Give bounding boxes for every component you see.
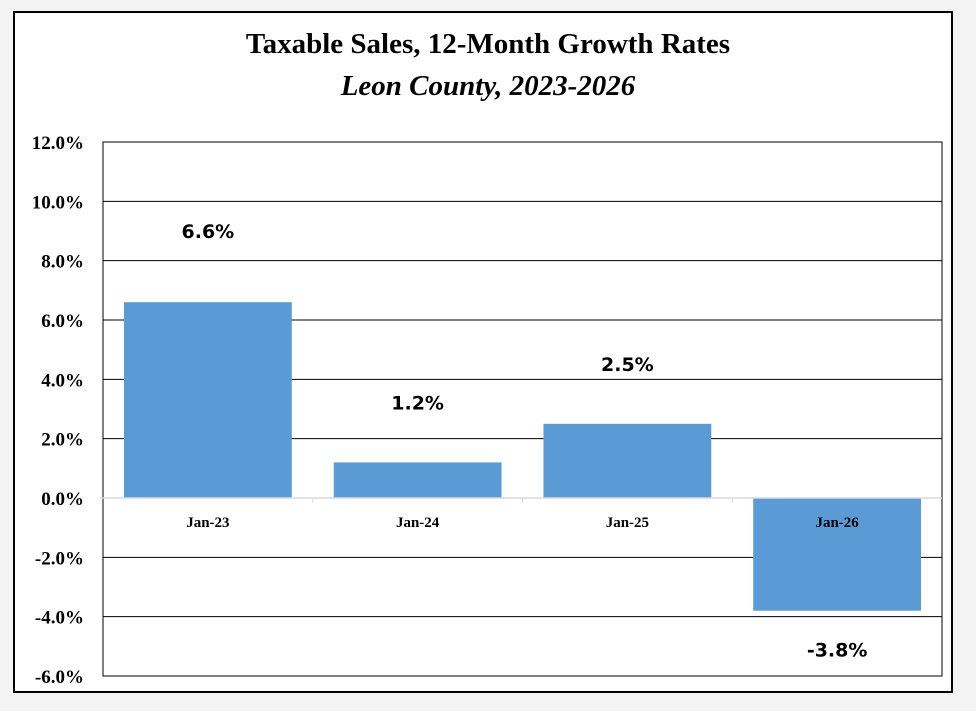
x-tick-label: Jan-26 bbox=[815, 515, 859, 531]
y-tick-label: 6.0% bbox=[41, 311, 84, 332]
x-tick-label: Jan-25 bbox=[606, 515, 649, 531]
data-label: -3.8% bbox=[807, 640, 868, 662]
bar bbox=[543, 423, 712, 498]
data-label: 2.5% bbox=[601, 354, 654, 376]
y-tick-label: 0.0% bbox=[41, 489, 84, 510]
bar bbox=[753, 498, 922, 611]
x-tick-label: Jan-24 bbox=[396, 515, 440, 531]
data-label: 1.2% bbox=[391, 392, 444, 414]
chart-title: Taxable Sales, 12-Month Growth Rates bbox=[245, 28, 731, 60]
bar bbox=[123, 302, 292, 498]
y-tick-label: 2.0% bbox=[41, 430, 84, 451]
y-tick-label: -6.0% bbox=[35, 667, 84, 688]
plot-area bbox=[102, 141, 943, 677]
y-tick-label: 8.0% bbox=[41, 252, 84, 273]
y-tick-label: 4.0% bbox=[41, 370, 84, 391]
y-tick-label: -2.0% bbox=[35, 548, 84, 569]
y-tick-label: 10.0% bbox=[32, 192, 84, 213]
data-label: 6.6% bbox=[182, 221, 235, 243]
x-tick-label: Jan-23 bbox=[186, 515, 229, 531]
y-tick-label: 12.0% bbox=[32, 133, 84, 154]
bar bbox=[333, 462, 502, 498]
chart-subtitle: Leon County, 2023-2026 bbox=[340, 70, 636, 102]
y-tick-label: -4.0% bbox=[35, 608, 84, 629]
